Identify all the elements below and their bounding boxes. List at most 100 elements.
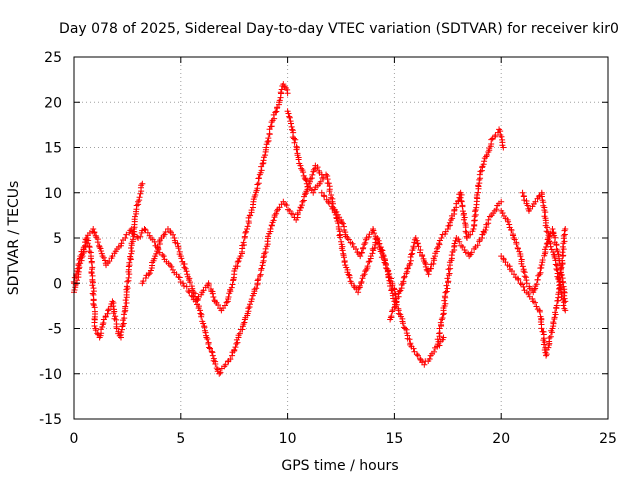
series-marker: [340, 220, 347, 227]
x-tick-label: 5: [176, 431, 185, 447]
series-marker: [538, 261, 545, 268]
series-marker: [245, 305, 252, 312]
data-point: [476, 171, 483, 178]
series-marker: [212, 361, 219, 368]
series-marker: [123, 286, 130, 293]
series-marker: [436, 237, 443, 244]
series-marker: [228, 284, 235, 291]
series-marker: [175, 273, 182, 280]
series-marker: [273, 210, 280, 217]
series-marker: [555, 276, 562, 283]
series-marker: [559, 249, 566, 256]
series-marker: [183, 268, 190, 275]
series-marker: [364, 263, 371, 270]
series-marker: [110, 310, 117, 317]
series-marker: [176, 274, 183, 281]
series-marker: [520, 283, 527, 290]
series-marker: [192, 293, 199, 300]
series-marker: [456, 238, 463, 245]
series-marker: [441, 297, 448, 304]
series-marker: [560, 252, 567, 259]
series-marker: [514, 245, 521, 252]
series-marker: [551, 314, 558, 321]
series-marker: [552, 261, 559, 268]
data-point: [237, 253, 244, 260]
data-point: [96, 244, 103, 251]
series-marker: [213, 365, 220, 372]
series-marker: [270, 217, 277, 224]
data-point: [438, 235, 445, 241]
series-marker: [435, 338, 442, 345]
series-marker: [96, 242, 103, 249]
series-marker: [76, 264, 83, 271]
series-marker: [300, 169, 307, 176]
series-marker: [539, 257, 546, 264]
series-marker: [123, 300, 130, 307]
series-marker: [370, 227, 377, 234]
series-marker: [254, 277, 261, 284]
data-point: [318, 171, 325, 178]
data-point: [145, 271, 152, 278]
series-marker: [505, 218, 512, 225]
series-marker: [217, 369, 224, 376]
series-marker: [519, 263, 526, 270]
series-marker: [401, 273, 408, 280]
series-marker: [471, 208, 478, 215]
series-marker: [399, 320, 406, 327]
data-point: [511, 235, 518, 241]
series-marker: [130, 233, 137, 240]
series-marker: [413, 351, 420, 358]
series-marker: [358, 278, 365, 285]
series-marker: [273, 108, 280, 115]
series-marker: [286, 113, 293, 120]
data-point: [549, 225, 556, 232]
data-point: [421, 361, 428, 368]
series-marker: [283, 202, 290, 209]
series-marker: [340, 254, 347, 261]
series-marker: [90, 300, 97, 307]
series-marker: [277, 89, 284, 96]
series-marker: [133, 202, 140, 209]
series-marker: [431, 348, 438, 355]
series-marker: [445, 222, 452, 229]
series-marker: [448, 252, 455, 259]
data-point: [299, 198, 306, 205]
series-marker: [84, 240, 91, 247]
series-marker: [475, 189, 482, 196]
series-marker: [458, 191, 465, 198]
y-tick-labels: -15 -10 -5 0 5 10 15 20 25: [39, 50, 62, 428]
series-marker: [240, 239, 247, 246]
series-marker: [371, 245, 378, 252]
series-marker: [259, 160, 266, 167]
series-marker: [444, 275, 451, 282]
series-marker: [550, 251, 557, 258]
data-point: [562, 307, 569, 314]
series-marker: [136, 194, 143, 201]
series-marker: [209, 290, 216, 297]
series-marker: [174, 240, 181, 247]
series-marker: [140, 278, 147, 285]
series-marker: [122, 297, 129, 304]
series-marker: [154, 244, 161, 251]
x-tick-label: 20: [492, 431, 510, 447]
series-marker: [221, 302, 228, 309]
series-marker: [175, 245, 182, 252]
series-marker: [560, 302, 567, 309]
series-marker: [434, 244, 441, 251]
data-point: [122, 235, 129, 241]
series-marker: [182, 265, 189, 272]
series-marker: [414, 240, 421, 247]
series-marker: [533, 303, 540, 310]
series-marker: [413, 237, 420, 244]
series-marker: [515, 276, 522, 283]
series-marker: [98, 248, 105, 255]
series-marker: [137, 233, 144, 240]
series-marker: [395, 310, 402, 317]
series-marker: [548, 246, 555, 253]
series-marker: [406, 336, 413, 343]
series-marker: [168, 263, 175, 270]
series-marker: [525, 290, 532, 297]
series-marker: [451, 243, 458, 250]
series-marker: [97, 245, 104, 252]
series-marker: [325, 180, 332, 187]
